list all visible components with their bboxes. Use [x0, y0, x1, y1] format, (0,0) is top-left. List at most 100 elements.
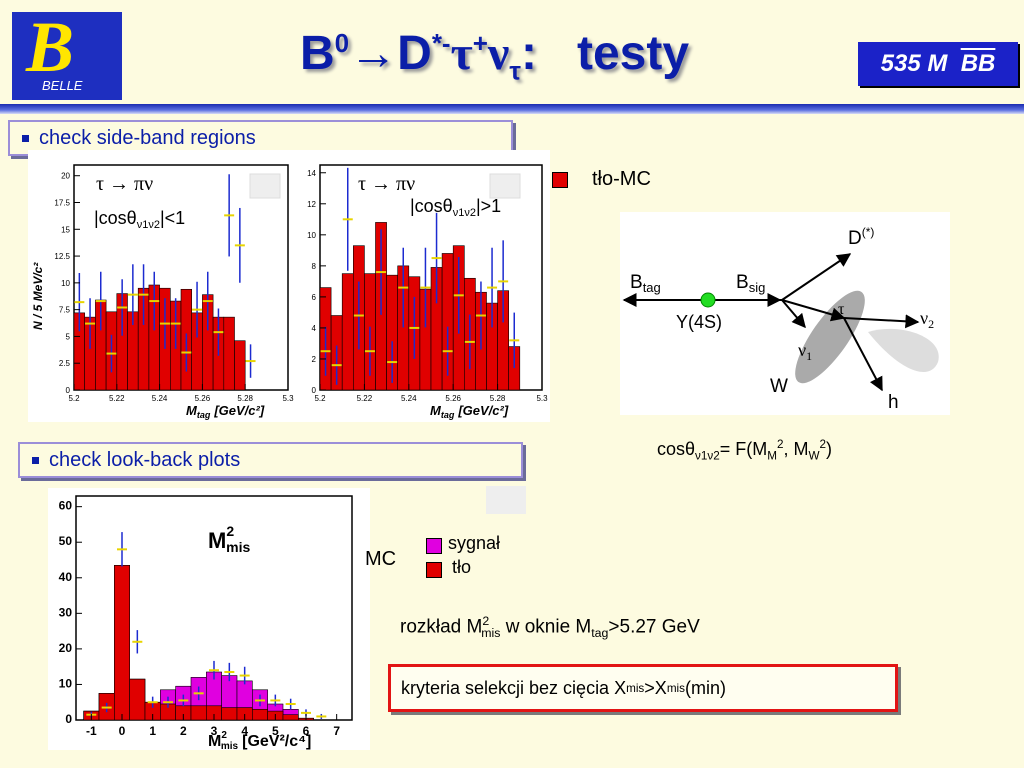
nu1-label: ν1	[798, 340, 812, 363]
x-tick-label: 3	[211, 724, 218, 738]
y-tick-label: 10	[307, 231, 316, 240]
y-tick-label: 10	[59, 676, 73, 690]
x-tick-label: 5.2	[314, 394, 326, 403]
y-tick-label: 0	[66, 386, 71, 395]
x-tick-label: 5.28	[490, 394, 506, 403]
x-tick-label: -1	[86, 724, 97, 738]
tau-label: τ	[838, 301, 845, 318]
hist-bar	[282, 714, 299, 721]
y-tick-label: 20	[61, 172, 70, 181]
x-tick-label: 2	[180, 724, 187, 738]
x-tick-label: 5.22	[357, 394, 373, 403]
x-tick-label: 5.26	[195, 394, 211, 403]
y4s-point	[700, 292, 716, 308]
y-axis-label: N / 5 MeV/c²	[31, 262, 45, 330]
bullet-square-icon	[22, 134, 29, 142]
tau-line	[781, 299, 846, 322]
plot-inset-box	[249, 173, 281, 199]
x-tick-label: 5.22	[109, 394, 125, 403]
hist-bar	[114, 565, 130, 721]
y-tick-label: 17.5	[54, 199, 70, 208]
y-tick-label: 7.5	[59, 306, 71, 315]
x-tick-label: 1	[149, 724, 156, 738]
y-tick-label: 2.5	[59, 359, 71, 368]
y-tick-label: 12.5	[54, 252, 70, 261]
legend-mc-label: MC	[365, 548, 397, 570]
w-label: W	[770, 376, 788, 397]
mmis-label: M2 mis	[208, 523, 250, 555]
legend-swatch-signal	[426, 538, 442, 554]
y-tick-label: 60	[59, 499, 73, 513]
x-tick-label: 5	[272, 724, 279, 738]
legend-label-bg-mc: tło-MC	[592, 168, 651, 190]
logo-text: BELLE	[42, 78, 83, 93]
x-tick-label: 5.2	[68, 394, 80, 403]
y-tick-label: 6	[312, 293, 317, 302]
nu2-line	[843, 314, 920, 329]
nu2-cone-shape	[868, 328, 939, 372]
page-title: B0→D*-τ+ντ: testy	[300, 27, 690, 86]
y-tick-label: 0	[65, 712, 72, 726]
btag-label: Btag	[630, 272, 661, 295]
x-axis-label: Mtag [GeV/c²]	[186, 403, 265, 420]
lookback-inset-box	[486, 486, 526, 514]
decay-label: τ → πν	[358, 173, 415, 195]
y-tick-label: 0	[312, 386, 317, 395]
plot-mmis: 0 10 20 30 40 50 60 -1 0 1 2 3 4 5 6 7 M2 mis M2 mis [GeV…	[48, 488, 370, 750]
y-tick-label: 2	[312, 355, 317, 364]
x-tick-label: 5.24	[401, 394, 417, 403]
hist-bar	[341, 273, 354, 391]
y-tick-label: 20	[59, 641, 73, 655]
tau-cone-shape	[795, 290, 865, 384]
plot-sideband-cos-gt1: 0 2 4 6 8 10 12 14 5.2 5.22 5.24 5.26 5.28 5.3 τ → π…	[294, 150, 550, 422]
legend-swatch-bg	[426, 562, 442, 578]
legend-label-bg: tło	[452, 557, 472, 577]
x-tick-label: 4	[241, 724, 248, 738]
h-label: h	[888, 392, 899, 413]
header-divider	[0, 104, 1024, 114]
decay-label: τ → πν	[96, 173, 153, 195]
d-label: D(*)	[848, 225, 874, 249]
hist-bar	[252, 709, 268, 721]
y-tick-label: 40	[59, 570, 73, 584]
y-tick-label: 30	[59, 605, 73, 619]
legend-swatch-bg-mc	[552, 172, 568, 188]
x-tick-label: 5.3	[282, 394, 294, 403]
bsig-label: Bsig	[736, 272, 765, 295]
bullet-square-icon	[32, 456, 39, 464]
bullet-lookback: check look-back plots	[18, 442, 523, 478]
x-tick-label: 5.26	[445, 394, 461, 403]
hist-bar	[234, 340, 246, 391]
hist-bar	[190, 705, 207, 721]
y-tick-label: 10	[61, 279, 70, 288]
distribution-note: rozkład M2mis w oknie Mtag>5.27 GeV	[400, 614, 700, 641]
y-tick-label: 8	[312, 262, 317, 271]
cut-label: |cosθν1ν2|<1	[94, 208, 185, 231]
diagram-background	[620, 212, 950, 415]
x-axis-label: Mtag [GeV/c²]	[430, 403, 509, 420]
plot-inset-box	[489, 173, 521, 199]
y-tick-label: 50	[59, 534, 73, 548]
nu2-label: ν2	[920, 308, 934, 331]
cut-label: |cosθν1ν2|>1	[410, 196, 501, 219]
h-line	[843, 317, 883, 392]
w-line	[781, 299, 806, 329]
logo-letter: B	[26, 7, 75, 87]
x-tick-label: 7	[333, 724, 340, 738]
y-tick-label: 5	[66, 332, 71, 341]
hist-bar	[221, 707, 238, 721]
hist-bar	[129, 678, 146, 721]
x-axis-label: M2 mis [GeV²/c⁴]	[208, 730, 311, 750]
x-tick-label: 5.3	[536, 394, 548, 403]
hist-bar	[223, 316, 235, 391]
y-tick-label: 4	[312, 324, 317, 333]
cos-formula: cosθν1ν2= F(MM2, MW2)	[657, 438, 833, 463]
y4s-label: Y(4S)	[676, 312, 722, 332]
plot-sideband-cos-lt1: 0 2.5 5 7.5 10 12.5 15 17.5 20 5.2 5.22 5.24 5.26 5.…	[28, 150, 294, 422]
d-line	[781, 253, 852, 301]
luminosity-badge: 535 M BB	[858, 42, 1018, 86]
x-tick-label: 6	[303, 724, 310, 738]
y-tick-label: 14	[307, 169, 316, 178]
y-tick-label: 15	[61, 225, 70, 234]
